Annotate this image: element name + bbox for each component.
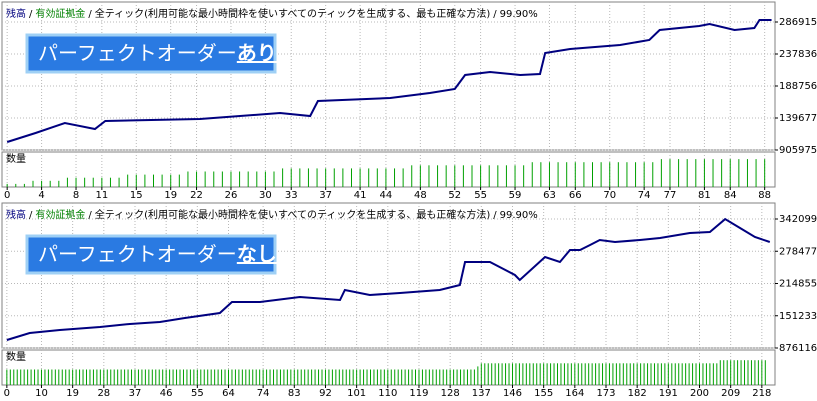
x-tick-label: 59	[509, 190, 522, 201]
header-item: 全ティック(利用可能な最小時間枠を使いすべてのティックを生成する、最も正確な方法…	[95, 7, 491, 20]
header: 残高 / 有効証拠金 / 全ティック(利用可能な最小時間枠を使いすべてのティックを生成す…	[6, 7, 538, 20]
x-tick-label: 28	[97, 388, 110, 399]
chart-panel: 9059751396771188756623783612869156048111…	[1, 1, 817, 201]
main-plot-frame	[1, 1, 776, 151]
x-tick-label: 30	[259, 190, 272, 201]
badge-emphasis: なし	[237, 242, 277, 266]
x-tick-label: 8	[73, 190, 79, 201]
y-tick-label: 1512335	[779, 311, 817, 322]
header-item: 有効証拠金	[35, 208, 85, 221]
x-tick-label: 11	[95, 190, 108, 201]
header-item: 99.90%	[500, 9, 538, 20]
x-tick-label: 173	[596, 388, 615, 399]
header: 残高 / 有効証拠金 / 全ティック(利用可能な最小時間枠を使いすべてのティックを生成す…	[6, 208, 538, 221]
y-tick-label: 905975	[779, 145, 817, 156]
x-tick-label: 70	[603, 190, 616, 201]
x-tick-label: 110	[378, 388, 397, 399]
x-tick-label: 37	[319, 190, 332, 201]
x-tick-label: 200	[690, 388, 709, 399]
x-tick-label: 4	[38, 190, 44, 201]
badge-text: パーフェクトオーダーなし	[38, 242, 277, 266]
header-item: 99.90%	[500, 210, 538, 221]
x-tick-label: 41	[354, 190, 367, 201]
x-tick-label: 155	[534, 388, 553, 399]
x-tick-label: 52	[448, 190, 461, 201]
x-tick-label: 10	[35, 388, 48, 399]
badge-main: パーフェクトオーダー	[38, 41, 237, 65]
x-tick-label: 37	[129, 388, 142, 399]
x-tick-label: 191	[659, 388, 678, 399]
x-tick-label: 83	[288, 388, 301, 399]
badge-text: パーフェクトオーダーあり	[38, 41, 277, 65]
y-tick-label: 3420995	[779, 214, 817, 225]
x-tick-label: 88	[758, 190, 771, 201]
volume-label: 数量	[6, 152, 26, 165]
y-tick-label: 876116	[779, 343, 817, 354]
header-item: 有効証拠金	[35, 7, 85, 20]
x-tick-label: 19	[66, 388, 79, 399]
y-tick-label: 1887566	[779, 81, 817, 92]
x-tick-label: 48	[414, 190, 427, 201]
badge-main: パーフェクトオーダー	[38, 242, 237, 266]
separator: /	[29, 210, 33, 221]
x-tick-label: 22	[190, 190, 203, 201]
separator: /	[88, 210, 92, 221]
volume-plot-frame	[1, 349, 776, 386]
y-tick-label: 2148555	[779, 279, 817, 290]
x-tick-label: 0	[4, 190, 10, 201]
x-tick-label: 119	[409, 388, 428, 399]
y-tick-label: 2784775	[779, 246, 817, 257]
chart-panel: 8761161512335214855527847753420995010192…	[1, 202, 817, 399]
x-tick-label: 77	[664, 190, 677, 201]
separator: /	[88, 9, 92, 20]
x-tick-label: 74	[257, 388, 270, 399]
balance-line	[6, 19, 772, 143]
header-item: 全ティック(利用可能な最小時間枠を使いすべてのティックを生成する、最も正確な方法…	[95, 208, 491, 221]
x-tick-label: 55	[191, 388, 204, 399]
separator: /	[29, 9, 33, 20]
balance-line	[6, 217, 771, 341]
x-tick-label: 182	[628, 388, 647, 399]
separator: /	[493, 210, 497, 221]
volume-plot-frame	[1, 151, 776, 188]
y-tick-label: 2378361	[779, 49, 817, 60]
header-item: 残高	[6, 7, 26, 20]
x-tick-label: 84	[724, 190, 737, 201]
badge-emphasis: あり	[237, 41, 277, 65]
x-tick-label: 33	[285, 190, 298, 201]
y-tick-label: 2869156	[779, 17, 817, 28]
x-tick-label: 164	[565, 388, 584, 399]
x-tick-label: 146	[503, 388, 522, 399]
volume-label: 数量	[6, 350, 26, 363]
x-tick-label: 66	[569, 190, 582, 201]
badge-box	[25, 33, 277, 74]
x-tick-label: 15	[130, 190, 143, 201]
separator: /	[493, 9, 497, 20]
x-tick-label: 19	[164, 190, 177, 201]
header-item: 残高	[6, 208, 26, 221]
x-tick-label: 101	[347, 388, 366, 399]
x-tick-label: 55	[474, 190, 487, 201]
x-tick-label: 64	[222, 388, 235, 399]
main-plot-frame	[1, 202, 776, 349]
x-tick-label: 44	[380, 190, 393, 201]
badge-box	[25, 234, 277, 275]
x-tick-label: 92	[319, 388, 332, 399]
x-tick-label: 218	[752, 388, 771, 399]
x-tick-label: 63	[543, 190, 556, 201]
x-tick-label: 46	[160, 388, 173, 399]
x-tick-label: 128	[441, 388, 460, 399]
x-tick-label: 74	[638, 190, 651, 201]
x-tick-label: 209	[721, 388, 740, 399]
x-tick-label: 26	[225, 190, 238, 201]
x-tick-label: 81	[698, 190, 711, 201]
x-tick-label: 0	[4, 388, 10, 399]
x-tick-label: 137	[472, 388, 491, 399]
